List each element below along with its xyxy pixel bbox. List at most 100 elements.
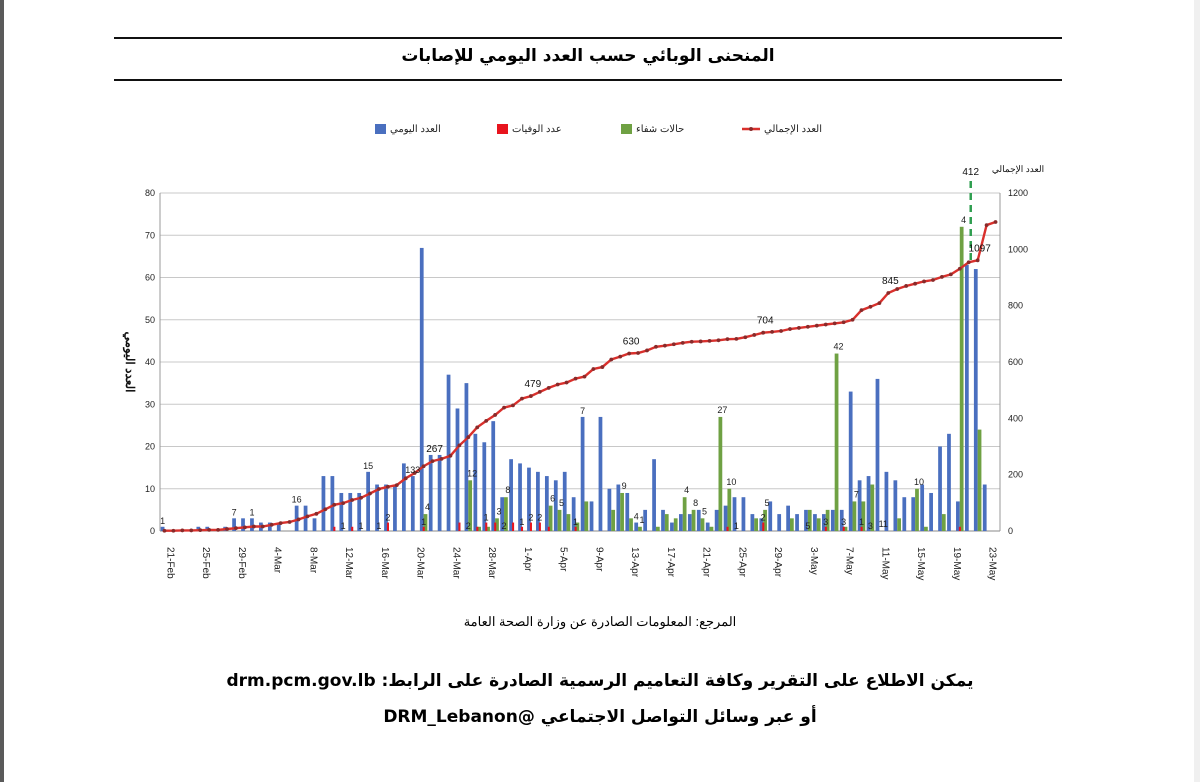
bar-recovered (664, 514, 669, 531)
bar-daily (267, 522, 272, 531)
point-total (296, 517, 301, 522)
bar-recovered (548, 505, 553, 531)
point-total (698, 339, 703, 344)
bar-deaths (538, 522, 541, 531)
bar-deaths (333, 526, 336, 531)
x-tick-label: 16-Mar (379, 547, 390, 579)
bar-daily (929, 492, 933, 531)
data-label-daily: 133 (405, 465, 420, 475)
bar-daily (428, 454, 433, 531)
bar-daily (911, 497, 916, 531)
x-tick-label: 5-Apr (558, 547, 569, 572)
point-total (305, 514, 310, 519)
bar-recovered (468, 480, 473, 531)
bar-daily (652, 459, 656, 531)
line-total (164, 220, 996, 532)
bar-daily (482, 442, 487, 531)
bar-daily (804, 509, 808, 531)
bar-recovered (611, 509, 616, 531)
bar-deaths (860, 526, 863, 531)
bar-recovered (843, 526, 848, 531)
bar-recovered (825, 509, 830, 531)
data-label-recovered: 5 (559, 498, 564, 508)
point-total (654, 344, 658, 349)
bar-daily (786, 505, 790, 531)
bar-recovered (620, 492, 624, 531)
point-total (913, 281, 918, 286)
bar-daily (437, 454, 442, 531)
data-label-total: 1097 (969, 243, 992, 254)
bar-daily (973, 269, 978, 531)
bar-daily (589, 501, 594, 531)
point-total (734, 337, 739, 341)
bar-daily (866, 476, 871, 531)
point-total (636, 351, 640, 355)
y-tick-label-left: 50 (145, 315, 155, 325)
bar-deaths (958, 526, 961, 531)
bar-daily (160, 526, 165, 531)
data-label-daily: 4 (634, 512, 639, 522)
legend-label-daily: العدد اليومي (390, 124, 441, 135)
point-total (403, 476, 408, 481)
y-tick-label-left: 80 (145, 188, 155, 198)
data-label-deaths: 5 (805, 521, 810, 531)
bar-deaths (726, 526, 729, 531)
point-total (466, 435, 471, 440)
data-label-recovered: 4 (684, 485, 689, 495)
bar-daily (393, 484, 397, 531)
point-total (868, 304, 873, 309)
point-total (528, 394, 533, 398)
bar-daily (750, 514, 755, 531)
bar-recovered (754, 518, 759, 531)
point-total (582, 374, 587, 379)
bar-recovered (477, 526, 481, 531)
top-rule (114, 37, 1062, 39)
bar-daily (723, 505, 728, 531)
bar-daily (964, 264, 969, 531)
bar-recovered (655, 526, 660, 531)
data-label-recovered: 10 (914, 477, 924, 487)
bar-daily (679, 514, 683, 531)
y-tick-label-left: 10 (145, 484, 155, 494)
bar-deaths (574, 526, 577, 531)
bar-deaths (422, 526, 425, 531)
data-label-deaths: 1 (859, 517, 864, 527)
x-tick-label: 12-Mar (343, 547, 354, 579)
bar-recovered (852, 501, 857, 531)
point-total (225, 527, 229, 531)
bar-recovered (870, 484, 875, 531)
point-total (984, 223, 989, 228)
bar-daily (830, 509, 835, 531)
bar-daily (696, 509, 701, 531)
point-total (859, 308, 864, 313)
bar-daily (553, 480, 558, 531)
bar-recovered (700, 518, 705, 531)
x-tick-label: 25-Feb (200, 547, 211, 579)
x-tick-label: 28-Mar (486, 547, 497, 579)
bar-daily (455, 408, 460, 531)
data-label-deaths: 1 (341, 521, 346, 531)
point-total (162, 528, 167, 533)
legend-swatch-total-marker (749, 127, 753, 131)
point-total (689, 339, 694, 344)
point-total (475, 425, 480, 430)
x-tick-label: 8-Mar (307, 547, 318, 574)
point-total (895, 287, 900, 291)
bar-daily (384, 484, 388, 531)
x-tick-label: 21-Apr (701, 547, 712, 578)
point-total (823, 322, 828, 327)
bar-daily (616, 484, 621, 531)
bar-daily (598, 416, 603, 531)
data-label-recovered: 3 (496, 506, 501, 516)
bar-deaths (494, 522, 497, 531)
data-label-recovered: 4 (961, 215, 966, 225)
y-tick-label-left: 70 (145, 230, 155, 240)
data-label-deaths: 1 (421, 517, 426, 527)
data-label-recovered: 4 (425, 502, 430, 512)
data-label-deaths: 2 (537, 513, 542, 523)
bar-recovered (861, 501, 866, 531)
data-label-daily: 1 (249, 507, 254, 517)
legend-label-total: العدد الإجمالي (764, 124, 822, 135)
data-label-recovered: 9 (622, 481, 627, 491)
bar-daily (848, 391, 853, 531)
